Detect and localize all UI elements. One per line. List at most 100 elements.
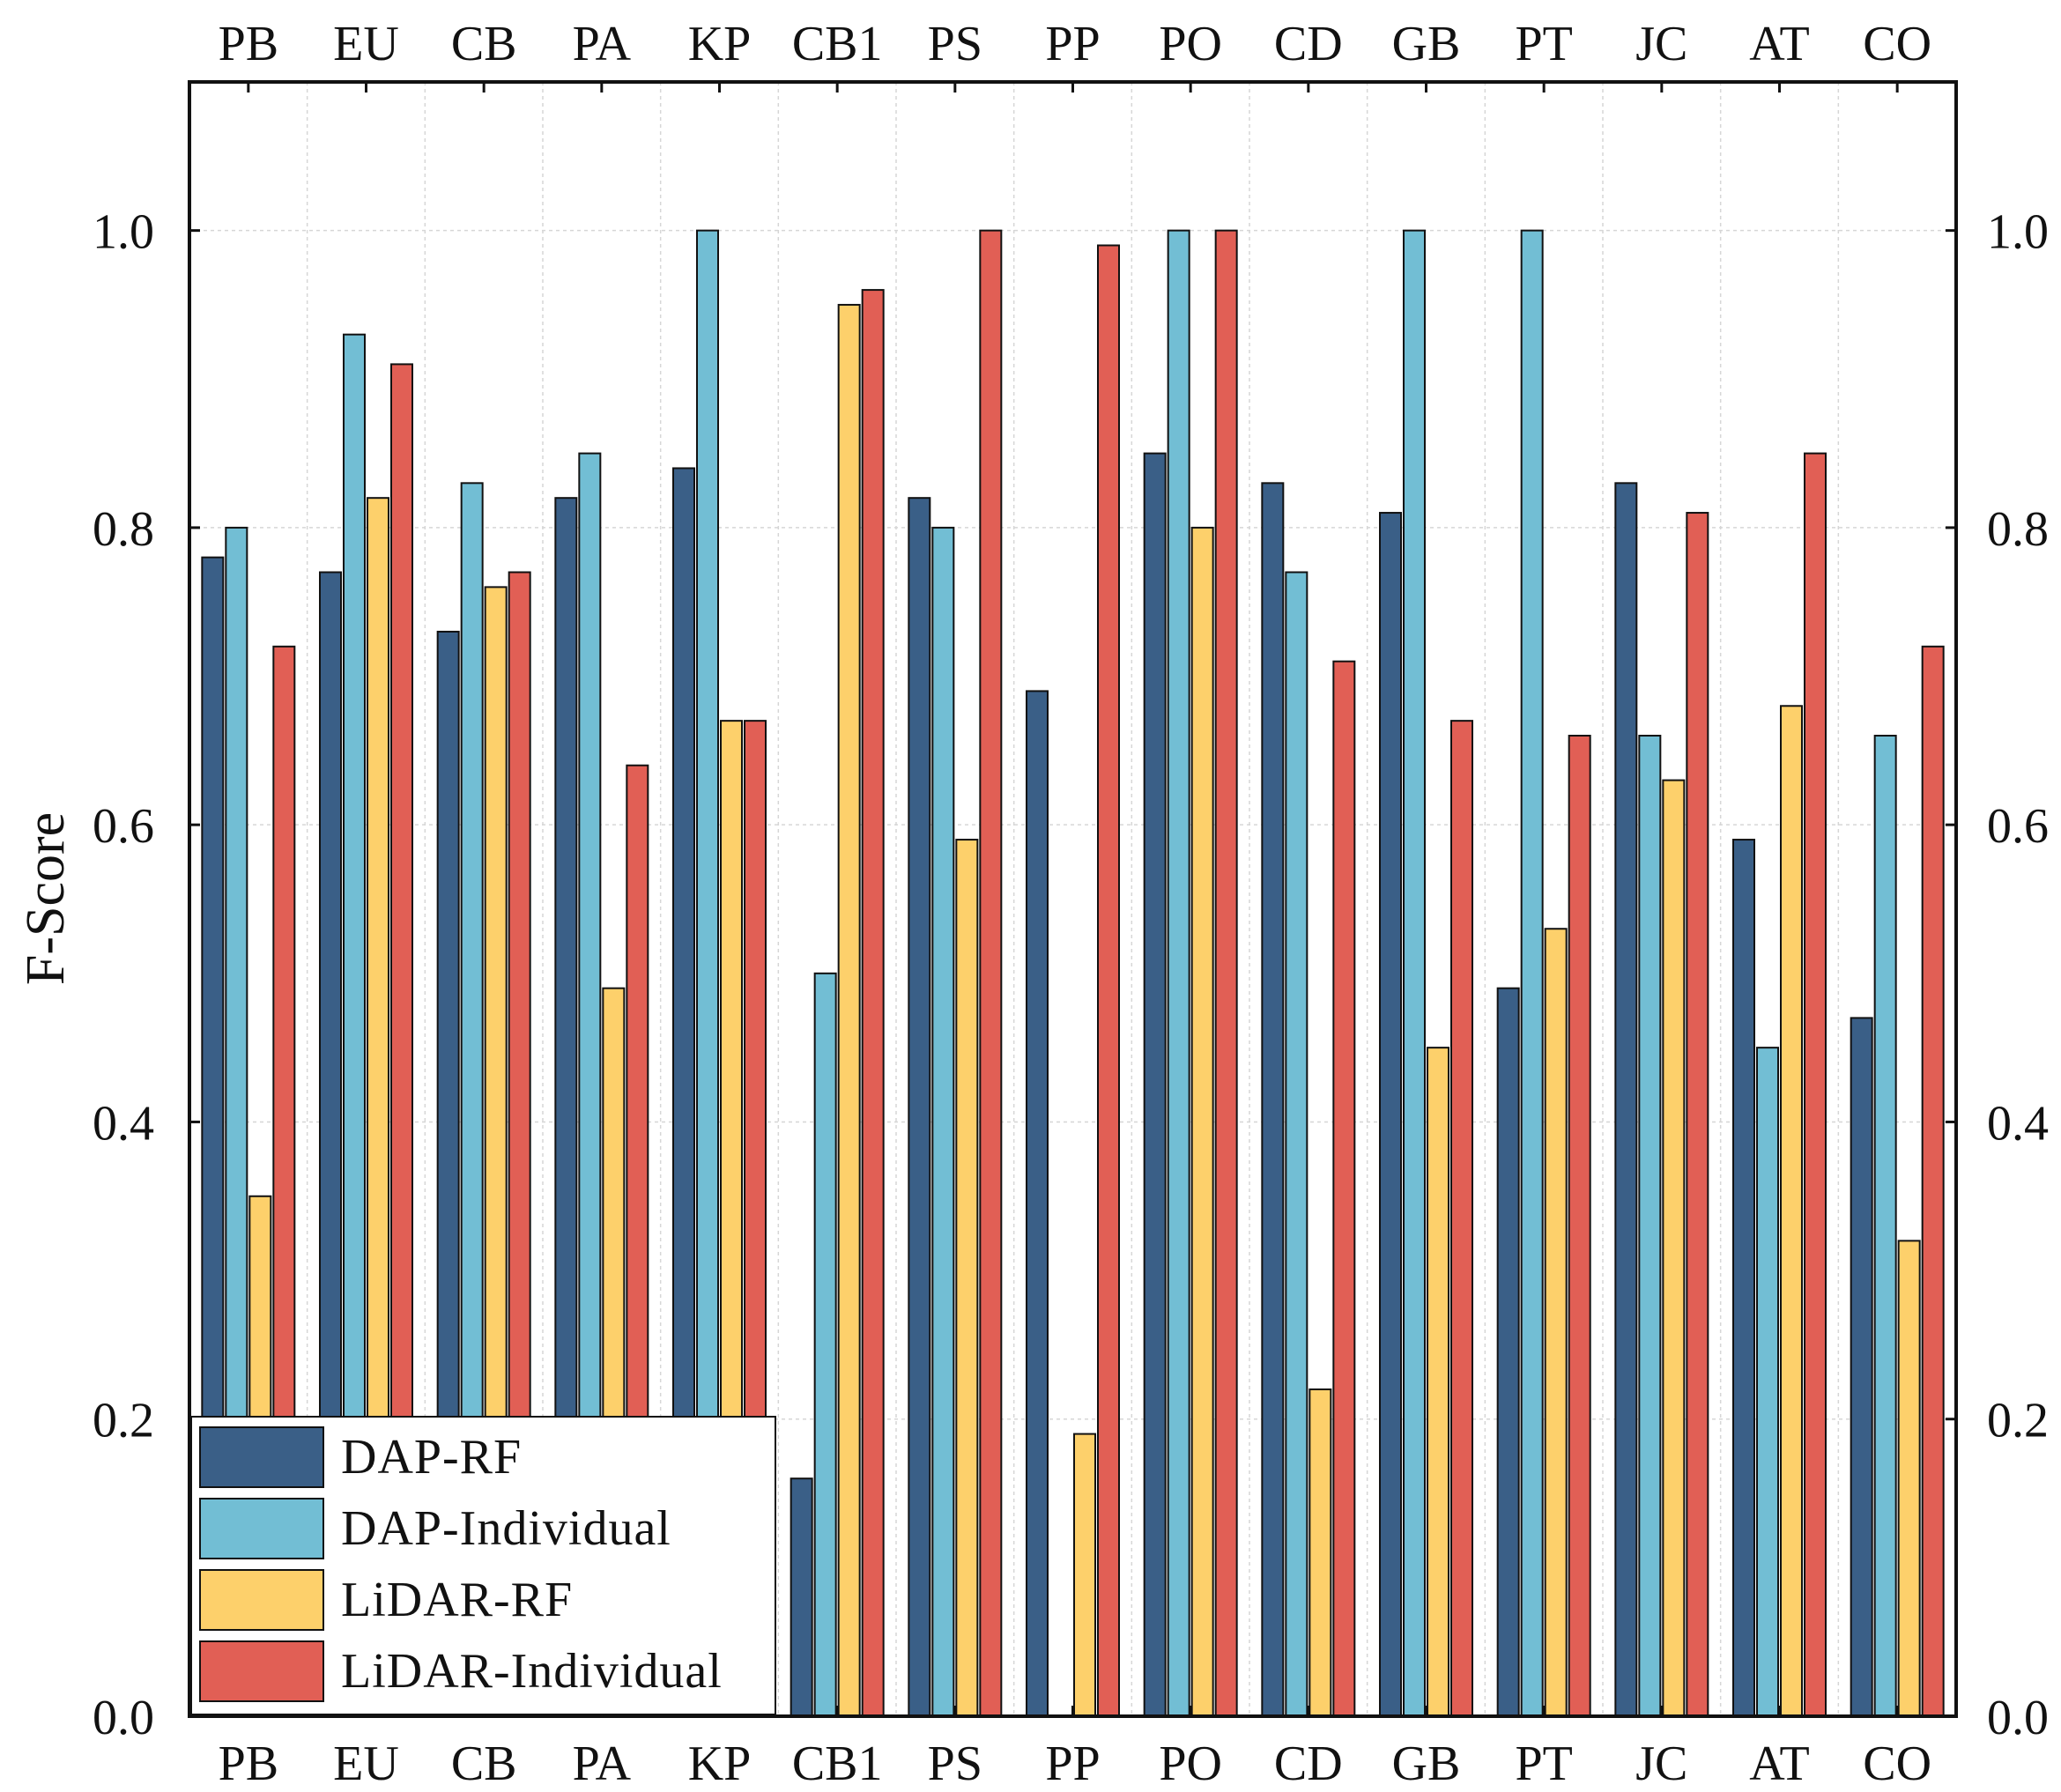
bar-group-pt [1496,229,1591,1717]
bar-dap-rf-jc [1614,482,1638,1717]
category-label-top: GB [1392,17,1461,71]
axis-labels: 0.0 0.0 0.2 0.2 0.4 0.4 0.6 0.6 0.8 0.8 1.0 1.0 PB PB… [93,17,2049,1791]
bar-lidar-individual-gb [1450,720,1473,1717]
bar-lidar-rf-ps [955,839,979,1717]
y-tick-label-left: 0.6 [93,799,154,854]
bar-dap-individual-cb1 [813,972,837,1718]
bar-dap-rf-po [1143,452,1167,1717]
bar-dap-rf-cd [1261,482,1285,1717]
y-tick-label-right: 1.0 [1987,205,2049,260]
y-tick-label-right: 0.4 [1987,1096,2049,1151]
bar-dap-individual-po [1167,229,1190,1717]
bar-lidar-individual-pp [1097,244,1120,1717]
bar-lidar-individual-po [1214,229,1238,1717]
bar-lidar-rf-pp [1073,1433,1096,1718]
legend-swatch-lidar-rf [199,1569,324,1631]
bar-dap-rf-co [1850,1017,1873,1717]
category-label-top: KP [688,17,752,71]
category-label-top: EU [333,17,399,71]
category-label-bottom: KP [688,1736,752,1791]
category-label-bottom: PS [928,1736,982,1791]
bar-dap-rf-pt [1496,987,1520,1717]
legend-label-lidar-individual: LiDAR-Individual [341,1644,723,1699]
bar-lidar-rf-jc [1662,779,1686,1717]
bar-group-po [1143,229,1238,1718]
legend-swatch-lidar-individual [199,1640,324,1702]
category-label-bottom: AT [1749,1736,1809,1791]
y-axis-title: F-Score [16,812,76,985]
category-label-top: JC [1635,17,1687,71]
bar-lidar-individual-jc [1686,512,1709,1718]
bar-group-pp [1026,244,1120,1718]
bar-dap-individual-co [1873,735,1897,1717]
y-tick-label-right: 0.8 [1987,502,2049,557]
category-label-bottom: PB [219,1736,279,1791]
category-label-bottom: GB [1392,1736,1461,1791]
y-tick-label-left: 0.0 [93,1691,154,1745]
legend-label-lidar-rf: LiDAR-RF [341,1573,573,1627]
bar-dap-rf-gb [1379,512,1402,1718]
category-label-top: CD [1274,17,1343,71]
bar-dap-rf-cb1 [790,1477,813,1717]
category-label-top: PA [573,17,632,71]
category-label-top: AT [1749,17,1809,71]
category-label-bottom: CD [1274,1736,1343,1791]
bar-group-jc [1614,482,1709,1718]
category-label-top: PB [219,17,279,71]
bar-dap-individual-pt [1520,229,1544,1717]
bar-lidar-rf-gb [1427,1047,1449,1717]
category-label-top: PT [1515,17,1572,71]
bar-lidar-individual-cb1 [861,289,885,1717]
bar-group-gb [1379,229,1473,1718]
bar-group-at [1732,452,1827,1717]
bar-group-ps [908,229,1003,1718]
bar-lidar-rf-cb1 [837,303,861,1717]
bar-lidar-rf-at [1780,705,1803,1717]
bar-lidar-individual-co [1921,645,1945,1717]
bar-lidar-rf-co [1897,1240,1921,1717]
y-tick-label-right: 0.6 [1987,799,2049,854]
bar-lidar-rf-pt [1544,928,1568,1717]
bar-dap-rf-at [1732,839,1755,1717]
bar-lidar-individual-pt [1568,735,1591,1717]
bar-dap-rf-ps [908,497,931,1718]
bar-dap-individual-gb [1403,229,1426,1717]
bar-group-co [1850,645,1945,1717]
bar-dap-individual-cd [1285,571,1309,1717]
category-label-bottom: PP [1045,1736,1100,1791]
category-label-bottom: PA [573,1736,632,1791]
bar-group-cd [1261,482,1356,1718]
bar-dap-individual-ps [931,526,955,1718]
category-label-bottom: PO [1159,1736,1222,1791]
category-label-bottom: CB [451,1736,517,1791]
y-tick-label-right: 0.2 [1987,1394,2049,1448]
category-label-top: CB1 [792,17,883,71]
bar-group-cb1 [790,289,885,1718]
category-label-top: PP [1045,17,1100,71]
bar-lidar-individual-at [1804,452,1827,1717]
y-tick-label-left: 0.4 [93,1096,154,1151]
category-label-bottom: JC [1635,1736,1687,1791]
y-tick-label-left: 1.0 [93,205,154,260]
category-label-bottom: EU [333,1736,399,1791]
legend-swatch-dap-individual [199,1498,324,1559]
y-tick-label-right: 0.0 [1987,1691,2049,1745]
bar-lidar-individual-cd [1332,660,1356,1718]
category-label-bottom: PT [1515,1736,1572,1791]
category-label-bottom: CO [1863,1736,1931,1791]
category-label-top: PS [928,17,982,71]
category-label-bottom: CB1 [792,1736,883,1791]
y-tick-label-left: 0.2 [93,1394,154,1448]
bar-dap-individual-at [1756,1047,1779,1717]
category-label-top: CB [451,17,517,71]
bar-dap-rf-pp [1026,690,1049,1718]
category-label-top: CO [1863,17,1931,71]
y-tick-label-left: 0.8 [93,502,154,557]
legend-label-dap-rf: DAP-RF [341,1430,522,1485]
legend-label-dap-individual: DAP-Individual [341,1501,671,1556]
category-label-top: PO [1159,17,1222,71]
bar-dap-individual-jc [1638,735,1662,1717]
legend: DAP-RF DAP-Individual LiDAR-RF LiDAR-Indivi… [190,1416,776,1715]
bar-lidar-individual-ps [979,229,1003,1717]
